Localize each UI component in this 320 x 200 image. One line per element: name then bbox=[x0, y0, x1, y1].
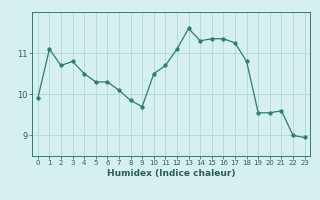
X-axis label: Humidex (Indice chaleur): Humidex (Indice chaleur) bbox=[107, 169, 236, 178]
